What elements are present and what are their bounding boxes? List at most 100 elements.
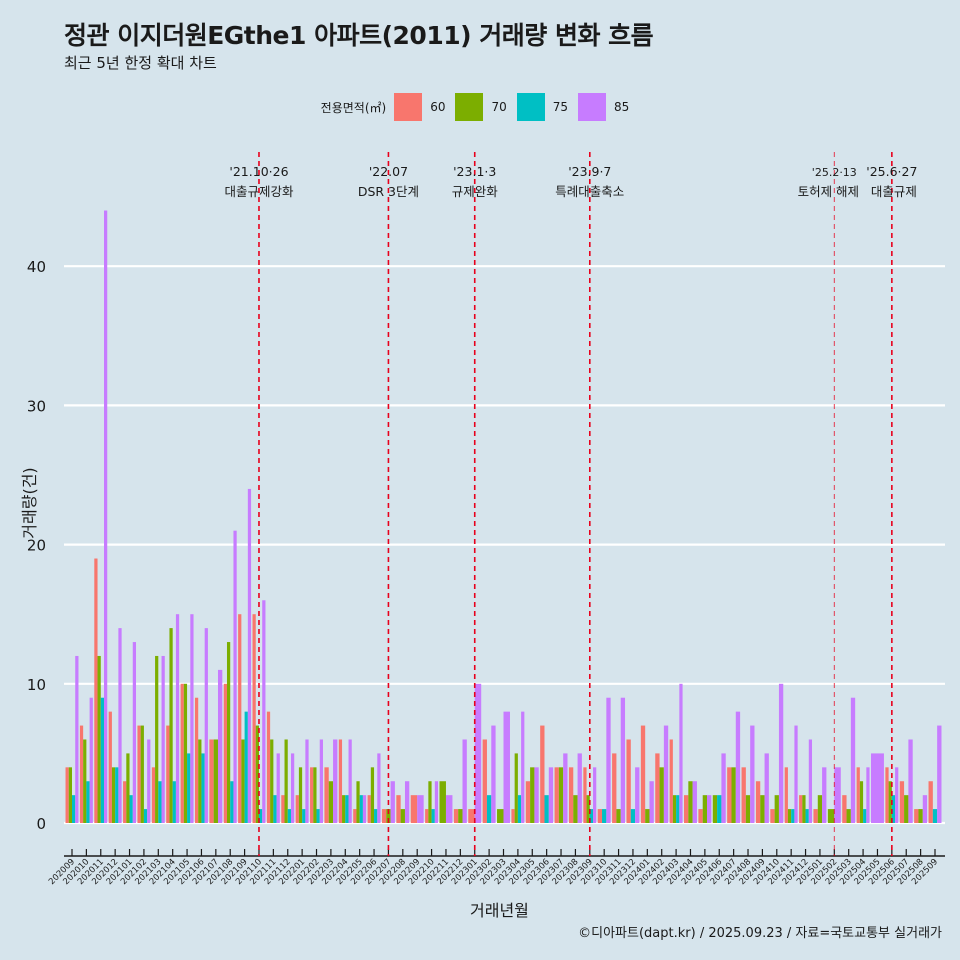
bar-85-202212 <box>462 739 467 823</box>
bar-85-202509 <box>937 725 942 823</box>
event-date: '25.6·27 <box>866 164 917 179</box>
event-label: 대출규제 <box>871 184 917 199</box>
bar-70-202502 <box>827 809 835 823</box>
bar-85-202203 <box>333 739 338 823</box>
bar-60-202201 <box>295 795 299 823</box>
bar-70-202106 <box>198 739 202 823</box>
bar-75-202202 <box>316 809 320 823</box>
legend-swatch <box>394 93 423 121</box>
bar-60-202208 <box>396 795 401 823</box>
event-label: 대출규제강화 <box>224 184 294 199</box>
event-date: '22.07 <box>369 164 408 179</box>
bar-60-202105 <box>180 683 184 823</box>
bar-70-202212 <box>458 809 463 823</box>
bar-85-202405 <box>707 795 712 823</box>
bar-60-202104 <box>166 725 170 823</box>
bar-85-202209 <box>417 795 424 823</box>
bar-60-202404 <box>684 795 689 823</box>
bar-70-202308 <box>573 795 578 823</box>
bar-70-202205 <box>356 781 360 823</box>
bar-85-202505 <box>870 753 884 823</box>
legend-title: 전용면적(㎡) <box>320 100 387 115</box>
bar-85-202404 <box>692 781 697 823</box>
event-date: '21.10·26 <box>229 164 288 179</box>
bar-75-202010 <box>86 781 90 823</box>
bar-70-202101 <box>126 753 130 823</box>
bar-85-202009 <box>75 655 79 823</box>
bar-85-202102 <box>147 739 151 823</box>
bar-70-202107 <box>213 739 218 823</box>
bar-60-202501 <box>813 809 818 823</box>
legend-item-60: 60 <box>394 93 445 121</box>
bar-70-202112 <box>284 739 288 823</box>
bar-60-202111 <box>266 711 271 823</box>
bar-75-202312 <box>630 809 636 823</box>
bar-60-202203 <box>324 767 329 823</box>
bar-85-202208 <box>404 781 410 823</box>
bar-70-202210 <box>428 781 432 823</box>
bar-75-202112 <box>287 809 291 823</box>
bar-85-202310 <box>606 697 611 823</box>
bar-70-202311 <box>616 809 621 823</box>
bar-60-202305 <box>525 781 531 823</box>
bar-60-202302 <box>482 739 487 823</box>
bar-70-202504 <box>859 781 864 823</box>
bar-70-202402 <box>659 767 664 823</box>
legend-item-70: 70 <box>455 93 507 121</box>
bar-75-202106 <box>201 753 205 823</box>
bar-85-202210 <box>434 781 439 823</box>
legend-label: 85 <box>614 100 630 114</box>
bar-60-202312 <box>626 739 631 823</box>
bar-70-202411 <box>787 809 792 823</box>
bar-70-202103 <box>155 655 159 823</box>
source-caption: ©디아파트(dapt.kr) / 2025.09.23 / 자료=국토교통부 실… <box>578 926 942 941</box>
bar-85-202111 <box>276 753 280 823</box>
bar-85-202302 <box>491 725 496 823</box>
bar-60-202403 <box>669 739 673 823</box>
bar-75-202304 <box>517 795 522 823</box>
bar-60-202012 <box>108 711 112 823</box>
bar-85-202305 <box>534 767 539 823</box>
bar-85-202308 <box>577 753 582 823</box>
event-date: '23.1·3 <box>453 164 496 179</box>
bar-75-202306 <box>544 795 549 823</box>
bar-75-202509 <box>932 809 938 823</box>
bar-85-202104 <box>175 614 180 823</box>
bar-75-202108 <box>230 781 234 823</box>
bar-60-202503 <box>842 795 847 823</box>
bar-75-202201 <box>302 809 306 823</box>
legend-label: 60 <box>430 100 446 114</box>
bar-85-202406 <box>721 753 726 823</box>
legend: 전용면적(㎡) 60 70 75 85 <box>0 92 960 122</box>
legend-label: 70 <box>491 100 507 114</box>
bar-75-202302 <box>486 795 492 823</box>
bar-75-202103 <box>158 781 162 823</box>
bar-70-202508 <box>918 809 923 823</box>
bar-60-202102 <box>137 725 141 823</box>
bar-85-202106 <box>204 628 208 823</box>
bar-70-202407 <box>731 767 736 823</box>
bar-60-202307 <box>554 767 559 823</box>
bar-60-202009 <box>65 767 69 823</box>
bar-60-202206 <box>367 795 371 823</box>
bar-85-202211 <box>445 795 453 823</box>
bar-85-202503 <box>850 697 856 823</box>
bar-85-202311 <box>620 697 626 823</box>
bar-60-202109 <box>238 614 242 823</box>
bar-70-202108 <box>226 642 231 823</box>
bar-60-202410 <box>770 809 775 823</box>
y-tick-label: 10 <box>27 676 46 694</box>
bar-75-202310 <box>602 809 607 823</box>
bar-60-202407 <box>727 767 732 823</box>
bar-70-202506 <box>888 781 892 823</box>
bar-70-202203 <box>328 781 334 823</box>
bar-60-202506 <box>885 767 889 823</box>
bar-70-202111 <box>270 739 274 823</box>
bar-85-202504 <box>866 767 870 823</box>
bar-85-202110 <box>262 600 266 823</box>
bar-60-202301 <box>468 809 475 823</box>
bar-60-202207 <box>381 809 387 823</box>
bar-60-202507 <box>899 781 905 823</box>
bar-70-202403 <box>672 795 677 823</box>
chart-title: 정관 이지더원EGthe1 아파트(2011) 거래량 변화 흐름 <box>64 21 654 50</box>
